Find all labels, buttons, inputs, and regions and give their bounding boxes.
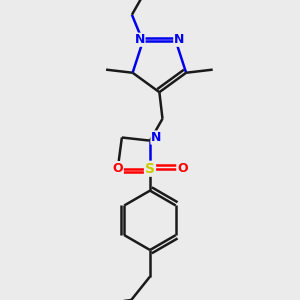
Text: N: N — [134, 33, 145, 46]
Text: O: O — [112, 162, 123, 175]
Text: N: N — [174, 33, 184, 46]
Text: O: O — [177, 162, 188, 175]
Text: N: N — [151, 131, 161, 144]
Text: S: S — [145, 162, 155, 176]
